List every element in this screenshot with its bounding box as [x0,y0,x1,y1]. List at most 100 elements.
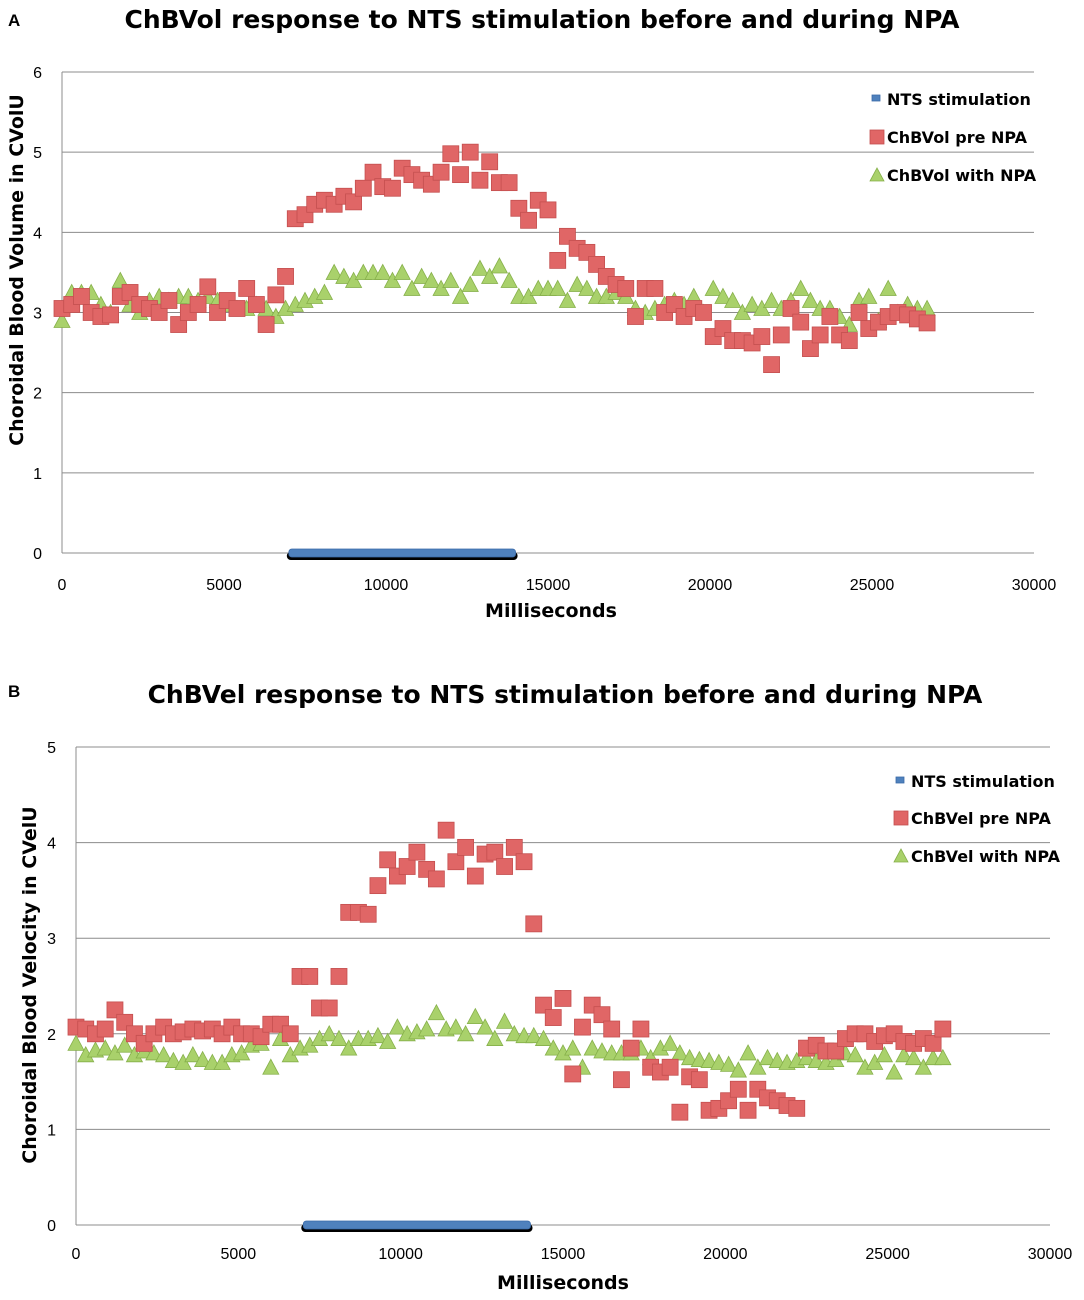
point-b-pre-npa-69 [739,1101,757,1119]
point-b-with-npa-26 [320,1024,338,1042]
y-ticks-a: 0 1 2 3 4 5 6 [33,65,42,563]
y-tick-label-b-5: 5 [47,740,56,757]
y-tick-label-a-2: 2 [33,386,42,403]
point-b-pre-npa-41 [466,867,484,885]
series-pre-npa-b [67,821,952,1121]
point-a-with-npa-76 [792,279,810,296]
legend-stimulation-marker-a [871,94,881,102]
point-b-with-npa-13 [193,1050,212,1068]
point-a-pre-npa-43 [471,171,489,189]
point-a-pre-npa-42 [461,143,479,161]
legend-stimulation-label-a: NTS stimulation [887,90,1031,109]
point-a-with-npa-38 [422,271,441,288]
point-b-with-npa-47 [525,1026,543,1044]
point-a-pre-npa-22 [267,286,285,304]
point-b-with-npa-45 [505,1024,523,1042]
point-a-pre-npa-20 [247,296,265,313]
point-a-with-npa-72 [753,299,771,316]
y-tick-label-b-2: 2 [47,1027,56,1044]
point-a-pre-npa-11 [160,292,178,309]
point-b-with-npa-61 [661,1034,679,1051]
y-axis-label-a: Choroidal Blood Volume in CVolU [6,94,28,446]
point-b-with-npa-51 [564,1039,582,1056]
point-a-with-npa-43 [471,259,489,276]
stimulation-bar-b [302,1220,531,1230]
point-b-with-npa-65 [700,1051,718,1068]
y-tick-label-a-0: 0 [33,546,42,563]
point-a-pre-npa-21 [257,316,275,333]
point-a-with-npa-37 [412,267,431,284]
point-b-with-npa-48 [534,1029,553,1046]
point-a-with-npa-29 [335,267,353,284]
chart-title-b: ChBVel response to NTS stimulation befor… [148,680,983,709]
point-b-pre-npa-37 [427,870,445,888]
point-b-pre-npa-26 [320,999,338,1017]
grid-b [75,746,1050,1226]
point-b-with-npa-44 [495,1012,514,1029]
point-b-with-npa-42 [476,1018,494,1035]
point-a-with-npa-39 [432,279,450,296]
x-tick-label-b-5000: 5000 [221,1246,257,1263]
point-a-with-npa-33 [374,263,392,280]
point-b-with-npa-40 [456,1024,475,1042]
point-a-with-npa-41 [451,287,470,304]
point-b-with-npa-80 [846,1045,864,1063]
point-b-with-npa-70 [749,1058,767,1075]
point-a-pre-npa-15 [199,278,217,296]
point-a-pre-npa-18 [228,300,246,317]
y-tick-label-a-3: 3 [33,306,42,323]
x-tick-label-a-30000: 30000 [1012,577,1057,594]
point-a-with-npa-69 [724,291,742,308]
point-a-with-npa-45 [490,257,509,274]
point-b-pre-npa-39 [447,853,465,871]
point-a-pre-npa-58 [617,280,635,297]
point-a-with-npa-51 [549,279,567,296]
point-a-pre-npa-50 [539,201,557,219]
point-b-pre-npa-19 [252,1028,270,1046]
point-b-with-npa-72 [768,1051,786,1068]
point-b-with-npa-54 [593,1042,611,1059]
point-b-pre-npa-22 [281,1025,299,1043]
x-tick-label-a-10000: 10000 [364,577,409,594]
point-a-pre-npa-74 [772,326,790,344]
point-b-with-npa-53 [583,1039,601,1056]
point-a-with-npa-34 [383,271,402,288]
point-b-with-npa-3 [96,1039,114,1056]
point-b-with-npa-68 [729,1061,747,1078]
point-b-pre-npa-40 [457,838,475,856]
point-b-pre-npa-24 [301,968,319,985]
point-a-pre-npa-31 [354,179,372,197]
point-a-with-npa-85 [879,279,897,296]
y-tick-label-b-1: 1 [47,1122,56,1139]
point-b-with-npa-89 [934,1048,952,1066]
point-b-with-npa-85 [895,1045,913,1063]
point-b-with-npa-28 [340,1039,358,1056]
point-b-pre-npa-58 [632,1020,650,1038]
point-b-with-npa-5 [116,1036,134,1053]
y-tick-label-a-6: 6 [33,65,42,82]
point-a-with-npa-48 [519,287,538,304]
point-b-with-npa-32 [379,1032,397,1049]
point-b-pre-npa-31 [369,877,387,895]
point-a-pre-npa-5 [102,306,119,324]
panel-b: B ChBVel response to NTS stimulation bef… [8,680,1072,1294]
x-tick-label-a-20000: 20000 [688,577,733,594]
point-b-pre-npa-55 [603,1020,621,1038]
y-tick-label-b-4: 4 [47,836,56,853]
stimulation-bar-a [288,548,516,558]
point-b-pre-npa-88 [924,1034,942,1052]
point-b-pre-npa-74 [788,1099,806,1117]
point-a-with-npa-46 [500,271,518,288]
point-b-with-npa-84 [885,1063,903,1080]
point-a-with-npa-73 [762,291,781,308]
point-b-pre-npa-57 [622,1039,640,1057]
point-b-with-npa-20 [262,1058,280,1075]
x-ticks-b: 0 5000 10000 15000 20000 25000 30000 [72,1246,1073,1263]
point-a-with-npa-71 [743,295,761,312]
point-b-pre-npa-62 [671,1103,689,1121]
y-axis-label-b: Choroidal Blood Velocity in CVelU [19,806,41,1163]
point-b-with-npa-63 [680,1048,699,1066]
legend-stimulation-marker-b [895,776,905,784]
point-a-with-npa-54 [578,279,596,296]
point-a-pre-npa-59 [627,308,644,325]
